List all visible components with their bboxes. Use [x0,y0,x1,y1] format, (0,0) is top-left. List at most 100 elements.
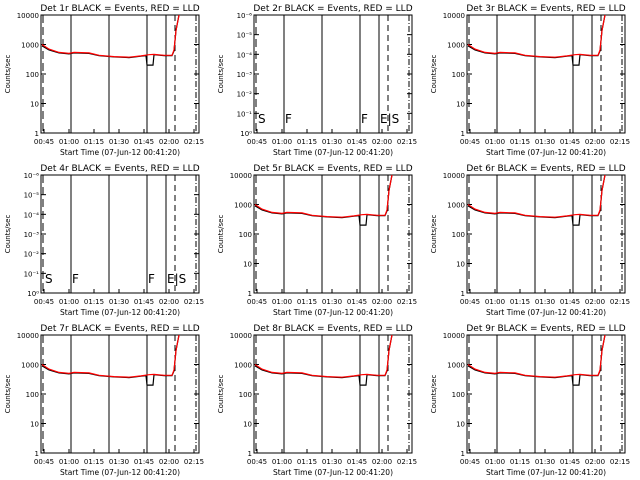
y-tick-label: 10 [243,421,252,429]
x-tick-label: 01:45 [560,298,580,306]
x-tick-label: 00:45 [247,458,267,466]
y-tick-label: 10⁻¹ [237,110,253,118]
series-events [467,334,606,386]
y-axis-label: Counts/sec [217,215,225,254]
panel-5: Det 5r BLACK = Events, RED = LLD Counts/s… [217,164,417,317]
y-tick-label: 10⁻⁵ [24,192,40,200]
annotation-marker: E|S [167,272,186,286]
x-tick-label: 00:45 [247,138,267,146]
annotation-marker: S [45,272,53,286]
y-tick-label: 10⁻⁶ [24,172,40,180]
x-tick-label: 01:15 [84,138,104,146]
panel-2: Det 2r BLACK = Events, RED = LLD Counts/s… [217,4,417,157]
x-axis-label: Start Time (07-Jun-12 00:41:20) [486,308,606,317]
x-tick-label: 01:45 [347,298,367,306]
x-tick-label: 01:00 [59,138,79,146]
x-tick-label: 01:30 [322,298,342,306]
panel-7: Det 7r BLACK = Events, RED = LLD Counts/s… [4,324,204,477]
y-axis-label: Counts/sec [4,215,12,254]
x-tick-label: 02:15 [610,458,630,466]
x-tick-label: 01:45 [560,458,580,466]
series-lld [254,174,393,218]
y-tick-label: 10⁻⁶ [237,12,253,20]
series-events [254,334,393,386]
x-tick-label: 02:00 [585,298,605,306]
x-tick-label: 02:00 [372,138,392,146]
series-events [41,14,180,66]
x-axis-label: Start Time (07-Jun-12 00:41:20) [60,468,180,477]
y-tick-label: 10 [243,261,252,269]
panel-title: Det 1r BLACK = Events, RED = LLD [40,4,199,14]
x-tick-label: 02:15 [397,458,417,466]
y-tick-label: 10 [456,421,465,429]
x-tick-label: 02:00 [159,458,179,466]
y-tick-label: 100 [26,71,39,79]
x-tick-label: 00:45 [34,298,54,306]
x-tick-label: 01:45 [347,458,367,466]
x-tick-label: 01:00 [485,138,505,146]
panel-title: Det 4r BLACK = Events, RED = LLD [40,164,199,174]
y-tick-label: 1000 [234,362,252,370]
x-tick-label: 02:15 [397,298,417,306]
panel-title: Det 5r BLACK = Events, RED = LLD [253,164,412,174]
y-tick-label: 100 [239,231,252,239]
x-tick-label: 01:45 [134,138,154,146]
x-tick-label: 02:00 [372,298,392,306]
panel-1: Det 1r BLACK = Events, RED = LLD Counts/s… [4,4,204,157]
y-axis-label: Counts/sec [4,55,12,94]
y-tick-label: 10⁰ [240,130,252,138]
x-tick-label: 00:45 [34,138,54,146]
x-tick-label: 02:15 [184,138,204,146]
y-tick-label: 10 [456,261,465,269]
panel-8: Det 8r BLACK = Events, RED = LLD Counts/s… [217,324,417,477]
x-tick-label: 00:45 [460,458,480,466]
series-lld [467,174,606,218]
x-tick-label: 01:00 [272,298,292,306]
x-tick-label: 02:00 [585,138,605,146]
panel-title: Det 9r BLACK = Events, RED = LLD [466,324,625,334]
x-tick-label: 01:00 [59,298,79,306]
y-tick-label: 1 [461,450,465,458]
y-axis-label: Counts/sec [430,55,438,94]
y-axis-label: Counts/sec [217,375,225,414]
y-tick-label: 1000 [21,362,39,370]
x-tick-label: 01:15 [297,298,317,306]
panel-6: Det 6r BLACK = Events, RED = LLD Counts/s… [430,164,630,317]
x-tick-label: 02:00 [159,298,179,306]
x-axis-label: Start Time (07-Jun-12 00:41:20) [60,308,180,317]
x-tick-label: 01:30 [109,458,129,466]
y-tick-label: 10⁻⁴ [237,51,253,59]
y-tick-label: 1 [35,130,39,138]
x-tick-label: 02:15 [184,298,204,306]
x-tick-label: 02:15 [397,138,417,146]
y-tick-label: 1 [248,450,252,458]
x-tick-label: 01:15 [510,458,530,466]
y-tick-label: 10000 [230,172,252,180]
annotation-marker: F [72,272,79,286]
y-tick-label: 10 [30,101,39,109]
y-tick-label: 10000 [17,12,39,20]
x-tick-label: 02:15 [610,138,630,146]
y-tick-label: 100 [26,391,39,399]
panel-9: Det 9r BLACK = Events, RED = LLD Counts/s… [430,324,630,477]
panel-title: Det 7r BLACK = Events, RED = LLD [40,324,199,334]
y-tick-label: 10000 [443,332,465,340]
y-tick-label: 100 [452,71,465,79]
panel-title: Det 3r BLACK = Events, RED = LLD [466,4,625,14]
y-tick-label: 1 [461,130,465,138]
x-tick-label: 01:15 [84,458,104,466]
y-tick-label: 1000 [234,202,252,210]
series-events [41,334,180,386]
y-tick-label: 1000 [447,42,465,50]
series-lld [41,334,180,378]
y-tick-label: 10⁻³ [24,231,40,239]
x-tick-label: 01:15 [84,298,104,306]
x-tick-label: 02:00 [372,458,392,466]
y-tick-label: 10000 [17,332,39,340]
x-tick-label: 02:15 [184,458,204,466]
x-tick-label: 00:45 [247,298,267,306]
y-tick-label: 10⁻⁴ [24,211,40,219]
y-axis-label: Counts/sec [217,55,225,94]
annotation-marker: F [285,112,292,126]
y-tick-label: 1000 [447,362,465,370]
